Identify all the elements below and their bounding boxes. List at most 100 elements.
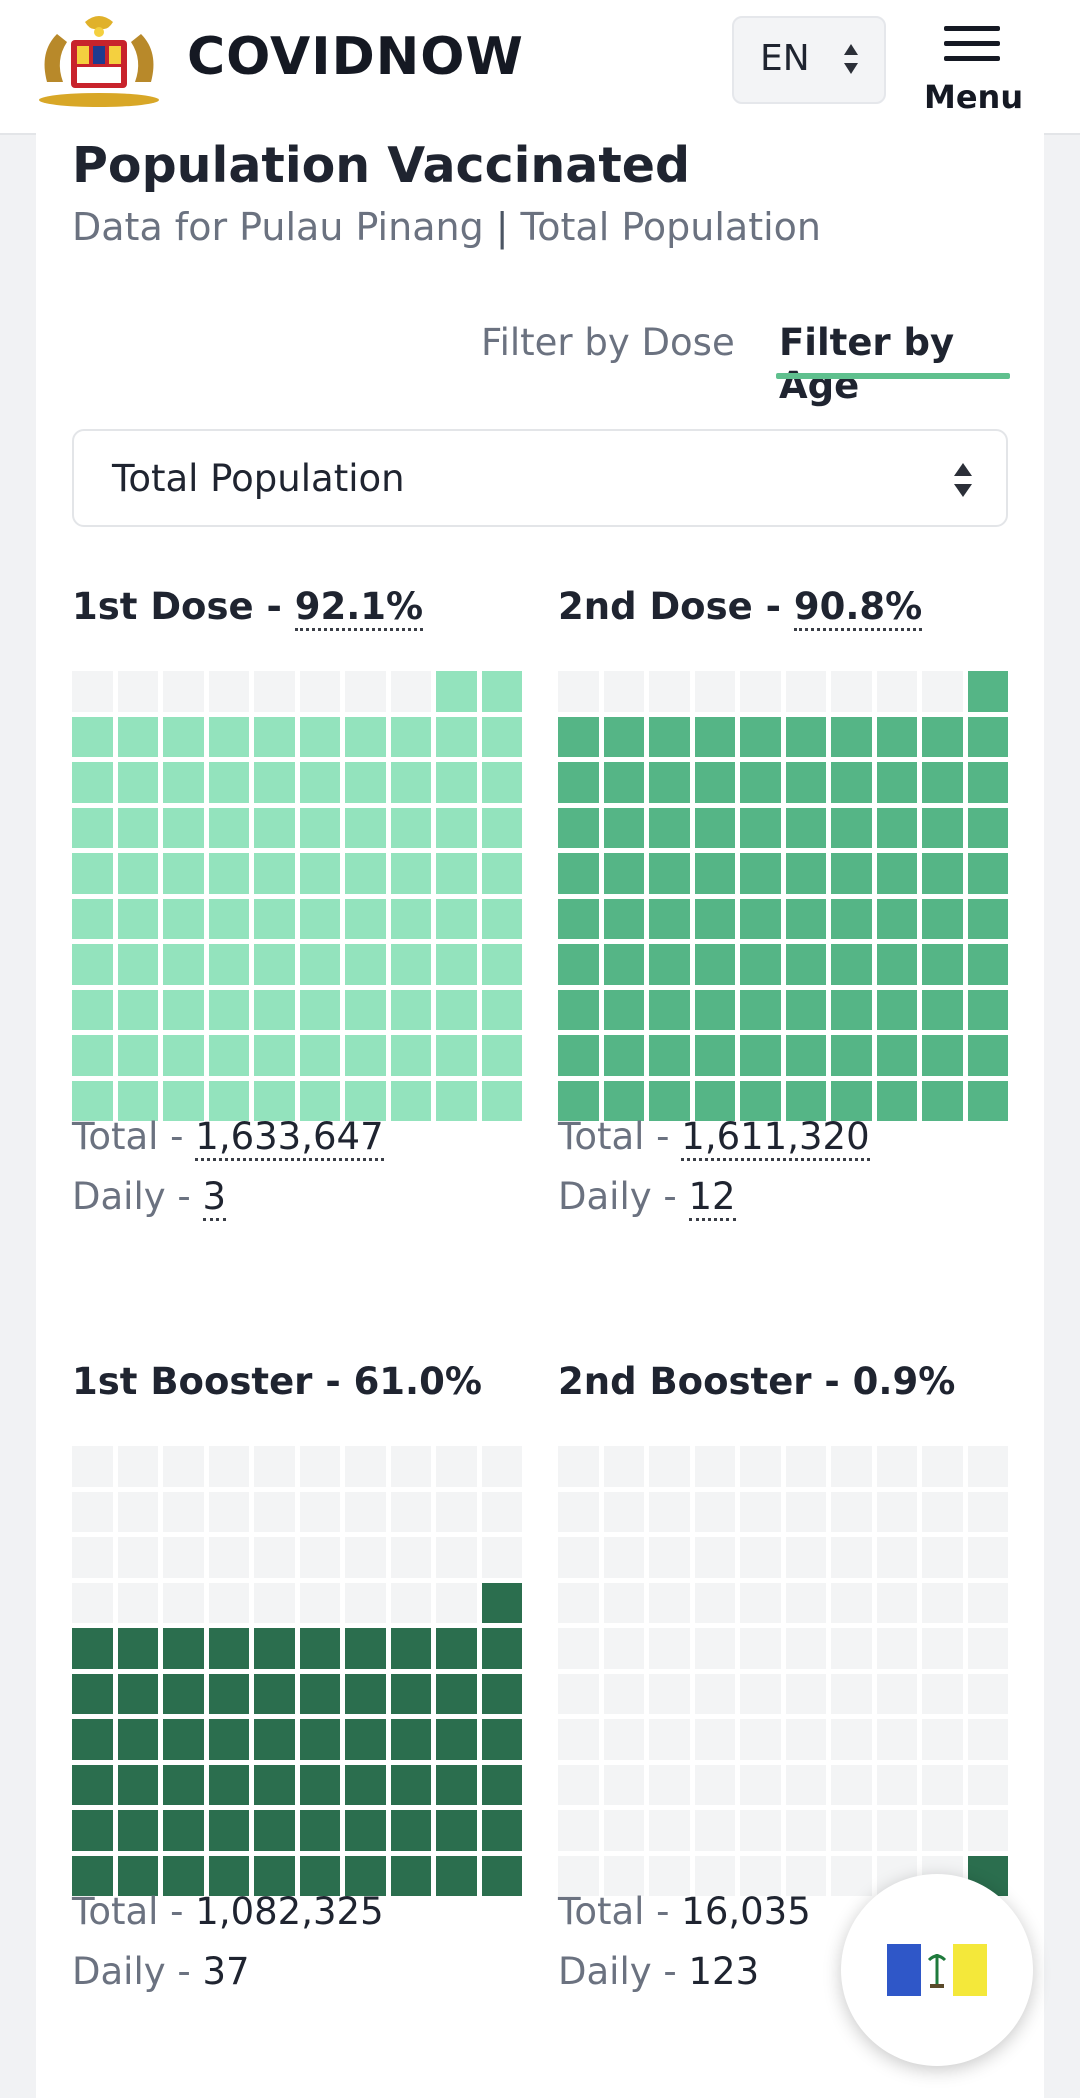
total-value[interactable]: 1,611,320 <box>681 1115 870 1161</box>
daily-stat: Daily - 12 <box>558 1175 736 1221</box>
total-value[interactable]: 1,633,647 <box>195 1115 384 1161</box>
waffle-cell <box>922 1491 963 1532</box>
subtitle-region: Data for Pulau Pinang <box>72 205 484 249</box>
waffle-cell <box>603 1719 644 1760</box>
waffle-cell <box>649 989 690 1030</box>
waffle-cell <box>694 1446 735 1487</box>
waffle-cell <box>345 1810 386 1851</box>
waffle-cell <box>299 671 340 712</box>
waffle-cell <box>603 716 644 757</box>
waffle-cell <box>922 898 963 939</box>
waffle-cell <box>208 1673 249 1714</box>
waffle-cell <box>831 1582 872 1623</box>
waffle-cell <box>649 1491 690 1532</box>
panel-percent[interactable]: 92.1% <box>294 585 424 631</box>
waffle-cell <box>299 1080 340 1121</box>
tab-filter-by-age[interactable]: Filter by Age <box>779 321 955 407</box>
waffle-cell <box>254 1855 295 1896</box>
panel-label: 2nd Booster <box>558 1360 812 1403</box>
waffle-cell <box>967 1810 1008 1851</box>
waffle-cell <box>876 1491 917 1532</box>
menu-button[interactable]: Menu <box>920 20 1030 120</box>
waffle-cell <box>390 853 431 894</box>
waffle-cell <box>649 1628 690 1669</box>
waffle-cell <box>876 1080 917 1121</box>
waffle-cell <box>208 1582 249 1623</box>
app-title[interactable]: COVIDNOW <box>187 27 524 87</box>
updown-chevron-icon <box>954 463 972 497</box>
state-selector-button[interactable] <box>841 1874 1033 2066</box>
waffle-cell <box>649 898 690 939</box>
waffle-cell <box>72 989 113 1030</box>
waffle-cell <box>831 716 872 757</box>
waffle-cell <box>72 898 113 939</box>
language-selector[interactable]: EN <box>732 16 886 104</box>
population-select[interactable]: Total Population <box>72 429 1008 527</box>
waffle-cell <box>481 853 522 894</box>
waffle-cell <box>922 1719 963 1760</box>
panel-separator: - <box>752 585 794 628</box>
waffle-cell <box>694 898 735 939</box>
waffle-cell <box>254 944 295 985</box>
waffle-cell <box>922 1446 963 1487</box>
waffle-cell <box>558 1537 599 1578</box>
waffle-cell <box>603 853 644 894</box>
waffle-cell <box>603 671 644 712</box>
daily-value[interactable]: 12 <box>688 1175 736 1221</box>
waffle-cell <box>254 989 295 1030</box>
waffle-cell <box>163 1628 204 1669</box>
waffle-cell <box>831 671 872 712</box>
waffle-cell <box>603 1673 644 1714</box>
waffle-cell <box>299 1764 340 1805</box>
total-stat: Total - 1,611,320 <box>558 1115 870 1161</box>
waffle-cell <box>163 1764 204 1805</box>
waffle-cell <box>694 1764 735 1805</box>
waffle-cell <box>254 1673 295 1714</box>
waffle-cell <box>740 1764 781 1805</box>
waffle-cell <box>694 853 735 894</box>
waffle-cell <box>117 762 158 803</box>
waffle-cell <box>117 1764 158 1805</box>
waffle-cell <box>876 1673 917 1714</box>
waffle-cell <box>603 989 644 1030</box>
panel-title: 2nd Dose - 90.8% <box>558 585 923 631</box>
waffle-cell <box>208 989 249 1030</box>
waffle-cell <box>254 1537 295 1578</box>
waffle-cell <box>390 1080 431 1121</box>
waffle-cell <box>876 762 917 803</box>
waffle-cell <box>876 1035 917 1076</box>
daily-value[interactable]: 3 <box>202 1175 227 1221</box>
waffle-cell <box>163 853 204 894</box>
waffle-cell <box>390 1673 431 1714</box>
waffle-cell <box>299 1035 340 1076</box>
waffle-cell <box>254 1582 295 1623</box>
waffle-cell <box>922 1035 963 1076</box>
waffle-cell <box>208 762 249 803</box>
waffle-cell <box>876 898 917 939</box>
waffle-cell <box>163 1491 204 1532</box>
waffle-cell <box>208 898 249 939</box>
waffle-cell <box>558 1582 599 1623</box>
waffle-cell <box>117 853 158 894</box>
waffle-cell <box>299 989 340 1030</box>
waffle-cell <box>740 1035 781 1076</box>
malaysia-coat-of-arms-logo[interactable] <box>33 12 165 108</box>
tab-filter-by-dose[interactable]: Filter by Dose <box>481 321 735 364</box>
waffle-cell <box>436 1719 477 1760</box>
waffle-cell <box>876 716 917 757</box>
waffle-grid <box>72 671 522 1121</box>
daily-label: Daily <box>558 1175 652 1218</box>
panel-percent[interactable]: 90.8% <box>793 585 923 631</box>
daily-label: Daily <box>558 1950 652 1993</box>
waffle-cell <box>436 1035 477 1076</box>
waffle-cell <box>390 671 431 712</box>
waffle-cell <box>831 1491 872 1532</box>
page-subtitle: Data for Pulau Pinang | Total Population <box>72 205 821 249</box>
waffle-cell <box>740 1628 781 1669</box>
waffle-cell <box>740 807 781 848</box>
waffle-cell <box>876 1764 917 1805</box>
waffle-cell <box>345 1673 386 1714</box>
daily-value: 37 <box>202 1950 250 1993</box>
waffle-cell <box>345 671 386 712</box>
waffle-cell <box>436 853 477 894</box>
